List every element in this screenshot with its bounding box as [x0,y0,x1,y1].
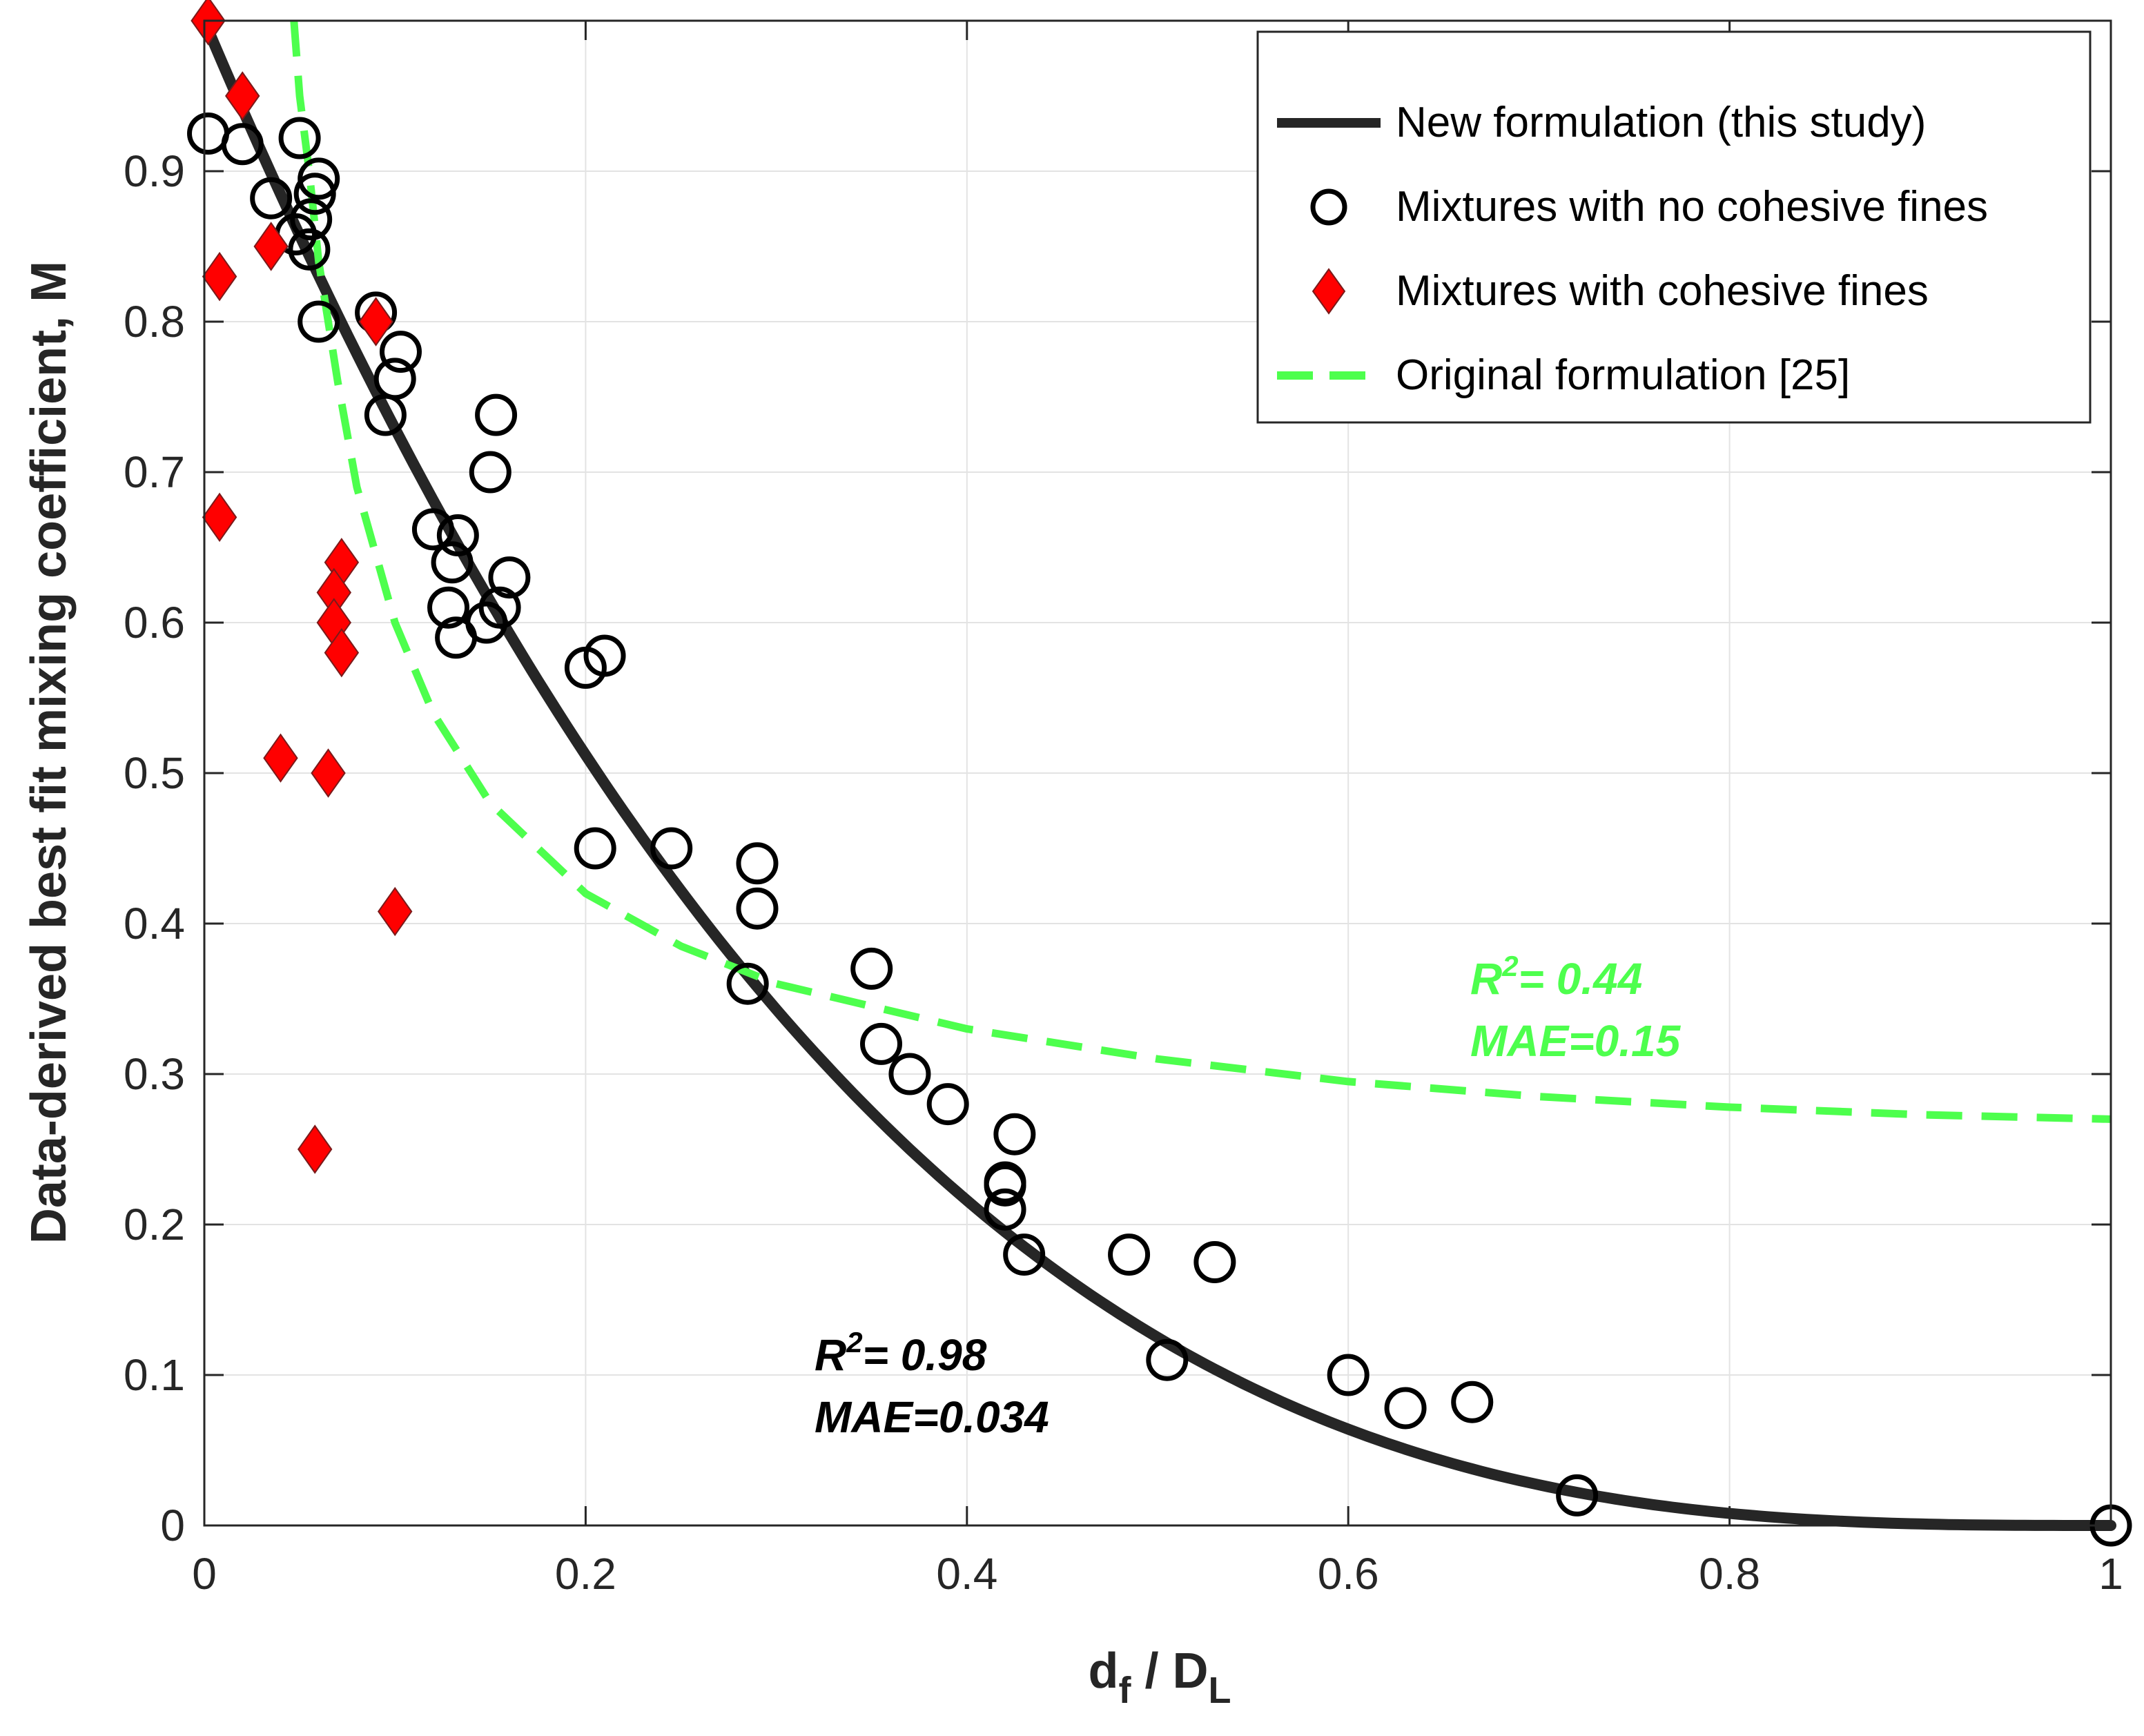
data-point-no-cohesive [431,541,474,584]
tick-labels: 0 0.2 0.4 0.6 0.8 1 0 0.1 0.2 0.3 0.4 0.5 0.6 0.7 0.8 0… [124,146,2123,1599]
y-tick-label: 0.8 [124,297,185,347]
data-point-no-cohesive [427,586,470,629]
data-point-no-cohesive [379,331,422,373]
data-point-no-cohesive [984,1161,1026,1204]
legend: New formulation (this study) Mixtures wi… [1256,30,2092,424]
legend-marker-diamond [1312,268,1346,315]
data-point-cohesive [191,0,226,46]
data-point-no-cohesive [726,962,769,1005]
data-point-no-cohesive [288,228,331,271]
data-point-no-cohesive [364,393,407,436]
y-axis-label: Data-derived best fit mixing coefficient… [21,261,77,1244]
annotation-new-mae: MAE=0.034 [815,1392,1049,1442]
data-point-no-cohesive [850,947,893,990]
data-point-no-cohesive [583,634,626,677]
data-point-no-cohesive [469,451,511,494]
y-tick-label: 0.4 [124,899,185,948]
y-tick-label: 0 [160,1501,185,1550]
grid-lines [204,21,2112,1526]
data-point-no-cohesive [650,827,693,870]
y-tick-label: 0.9 [124,146,185,196]
data-point-no-cohesive [984,1188,1026,1231]
data-point-no-cohesive [736,887,779,930]
data-point-cohesive [225,71,260,121]
data-point-no-cohesive [293,173,336,215]
data-point-no-cohesive [278,117,321,159]
curve-original-formulation [290,20,2112,1123]
y-tick-label: 0.5 [124,748,185,798]
legend-label-cohesive: Mixtures with cohesive fines [1396,267,1929,315]
data-point-no-cohesive [860,1022,903,1065]
data-point-cohesive [358,297,393,347]
data-point-no-cohesive [436,514,479,557]
data-point-cohesive [377,886,413,937]
data-point-no-cohesive [1451,1381,1494,1423]
legend-item-cohesive: Mixtures with cohesive fines [1312,267,1929,315]
data-point-no-cohesive [250,177,293,220]
data-point-cohesive [311,748,346,798]
y-tick-label: 0.2 [124,1200,185,1249]
x-tick-label: 0.6 [1318,1549,1379,1599]
annotation-original-r2: R2= 0.44 [1470,950,1642,1004]
data-point-cohesive [253,222,289,271]
annotation-original-mae: MAE=0.15 [1470,1016,1682,1066]
data-point-no-cohesive [221,123,264,166]
data-point-cohesive [297,1124,333,1174]
data-point-no-cohesive [298,157,340,200]
y-tick-label: 0.6 [124,598,185,647]
legend-item-original-formulation: Original formulation [25] [1277,351,1850,399]
legend-marker-circle [1310,188,1347,226]
y-tick-label: 0.3 [124,1049,185,1099]
x-tick-label: 0 [192,1549,217,1599]
data-point-no-cohesive [993,1113,1036,1155]
data-point-cohesive [263,733,298,783]
data-point-no-cohesive [411,508,454,551]
x-axis-label: df / DL [1089,1644,1231,1711]
data-point-cohesive [202,492,237,543]
curve-layer [199,15,2116,1531]
legend-label-new-formulation: New formulation (this study) [1396,99,1926,146]
data-point-no-cohesive [1556,1474,1599,1516]
data-point-cohesive [202,251,237,302]
data-point-cohesive [324,627,360,678]
data-point-no-cohesive [926,1083,969,1126]
x-tick-label: 0.2 [555,1549,616,1599]
data-point-no-cohesive [1384,1387,1427,1430]
data-point-no-cohesive [465,601,508,644]
data-point-no-cohesive [290,198,333,241]
x-tick-label: 0.4 [936,1549,997,1599]
data-point-no-cohesive [478,586,521,629]
annotation-new-formulation: R2= 0.98 MAE=0.034 [815,1326,1049,1442]
legend-label-no-cohesive: Mixtures with no cohesive fines [1396,183,1988,231]
data-point-no-cohesive [488,556,531,599]
data-point-no-cohesive [574,827,616,870]
legend-label-original-formulation: Original formulation [25] [1396,351,1850,399]
data-point-no-cohesive [298,300,340,343]
legend-box [1256,30,2092,424]
data-point-no-cohesive [736,842,779,885]
annotation-new-r2: R2= 0.98 [815,1326,987,1380]
data-point-no-cohesive [888,1053,931,1095]
y-tick-label: 0.7 [124,447,185,497]
x-tick-label: 1 [2098,1549,2123,1599]
curve-new-formulation [199,15,2116,1531]
data-point-no-cohesive [1146,1338,1189,1381]
data-point-no-cohesive [1327,1354,1370,1396]
data-point-no-cohesive [1108,1233,1151,1276]
annotation-original-formulation: R2= 0.44 MAE=0.15 [1470,950,1682,1066]
data-point-no-cohesive [1003,1233,1046,1276]
legend-item-new-formulation: New formulation (this study) [1277,99,1926,146]
data-point-no-cohesive [475,393,518,436]
x-tick-label: 0.8 [1699,1549,1760,1599]
legend-item-no-cohesive: Mixtures with no cohesive fines [1310,183,1988,231]
data-point-no-cohesive [1193,1241,1236,1283]
y-tick-label: 0.1 [124,1350,185,1400]
